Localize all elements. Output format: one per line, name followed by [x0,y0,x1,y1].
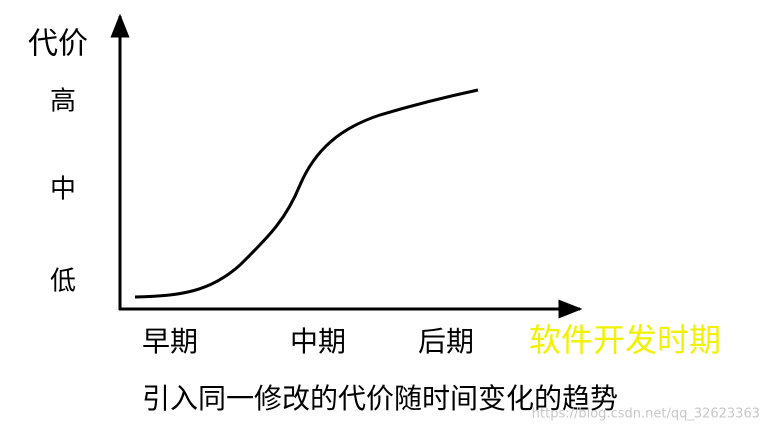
cost-curve [134,88,479,299]
x-stage: 中期 [290,325,346,358]
x-axis-title: 软件开发时期 [529,321,721,359]
y-level: 中 [50,175,76,205]
watermark: https://blog.csdn.net/qq_32623363 [532,407,760,422]
y-level: 低 [50,267,76,297]
y-axis-title: 代价 [28,27,88,62]
x-stage: 后期 [418,325,474,358]
x-stage: 早期 [142,325,198,358]
y-level: 高 [50,87,76,117]
caption: 引入同一修改的代价随时间变化的趋势 [142,382,618,415]
